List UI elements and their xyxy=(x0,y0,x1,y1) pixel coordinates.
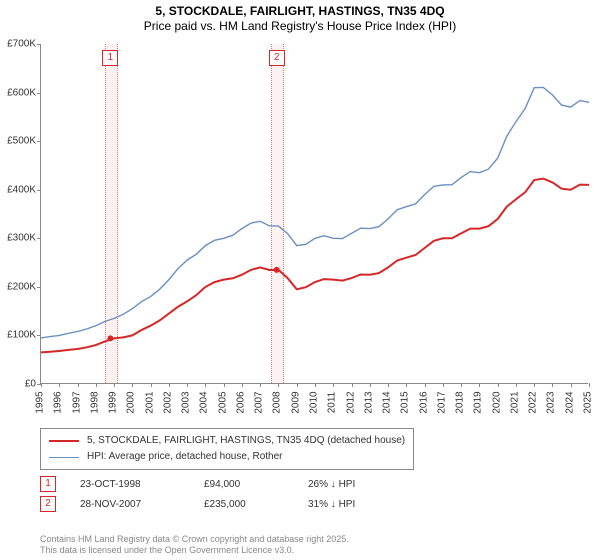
x-axis-label: 2008 xyxy=(272,391,283,413)
x-axis-label: 1998 xyxy=(89,391,100,413)
chart-lines xyxy=(41,44,589,384)
x-axis-label: 2025 xyxy=(583,391,594,413)
x-axis-label: 2020 xyxy=(491,391,502,413)
x-axis-label: 2015 xyxy=(400,391,411,413)
y-axis-label: £0 xyxy=(0,379,36,390)
transaction-marker-icon: 2 xyxy=(269,50,285,66)
legend: 5, STOCKDALE, FAIRLIGHT, HASTINGS, TN35 … xyxy=(40,428,414,470)
transaction-price: £235,000 xyxy=(204,499,284,510)
transactions-table: 1 23-OCT-1998 £94,000 26% ↓ HPI 2 28-NOV… xyxy=(40,476,355,516)
transaction-row: 2 28-NOV-2007 £235,000 31% ↓ HPI xyxy=(40,496,355,512)
y-axis-label: £500K xyxy=(0,136,36,147)
x-axis-label: 2007 xyxy=(254,391,265,413)
x-axis-label: 1995 xyxy=(35,391,46,413)
y-axis-label: £300K xyxy=(0,233,36,244)
x-axis-label: 2006 xyxy=(235,391,246,413)
y-axis-label: £100K xyxy=(0,330,36,341)
x-axis-label: 2023 xyxy=(546,391,557,413)
x-axis-label: 2014 xyxy=(382,391,393,413)
legend-swatch-icon xyxy=(49,440,79,442)
x-axis-label: 2021 xyxy=(509,391,520,413)
x-axis-label: 2017 xyxy=(436,391,447,413)
x-axis-label: 2010 xyxy=(309,391,320,413)
transaction-point-icon xyxy=(107,335,113,341)
transaction-marker-icon: 2 xyxy=(40,496,56,512)
y-axis-label: £400K xyxy=(0,184,36,195)
x-axis-label: 2024 xyxy=(564,391,575,413)
plot-rect: 12 xyxy=(40,44,588,384)
legend-swatch-icon xyxy=(49,457,79,458)
transaction-delta: 26% ↓ HPI xyxy=(308,479,355,490)
transaction-date: 23-OCT-1998 xyxy=(80,479,180,490)
footer-line2: This data is licensed under the Open Gov… xyxy=(40,545,349,556)
transaction-marker-icon: 1 xyxy=(102,50,118,66)
title-line1: 5, STOCKDALE, FAIRLIGHT, HASTINGS, TN35 … xyxy=(0,4,600,19)
chart-container: 5, STOCKDALE, FAIRLIGHT, HASTINGS, TN35 … xyxy=(0,0,600,560)
series-hpi xyxy=(41,87,589,338)
chart-title: 5, STOCKDALE, FAIRLIGHT, HASTINGS, TN35 … xyxy=(0,0,600,34)
x-axis-label: 2004 xyxy=(199,391,210,413)
x-axis-label: 2001 xyxy=(144,391,155,413)
transaction-point-icon xyxy=(274,267,280,273)
x-axis-label: 2013 xyxy=(363,391,374,413)
x-axis-label: 2019 xyxy=(473,391,484,413)
title-line2: Price paid vs. HM Land Registry's House … xyxy=(0,19,600,34)
transaction-delta: 31% ↓ HPI xyxy=(308,499,355,510)
x-axis-label: 2002 xyxy=(162,391,173,413)
footer-line1: Contains HM Land Registry data © Crown c… xyxy=(40,534,349,545)
x-axis-label: 2009 xyxy=(290,391,301,413)
x-axis-label: 2005 xyxy=(217,391,228,413)
series-price_paid xyxy=(41,179,589,353)
y-axis-label: £600K xyxy=(0,87,36,98)
footer: Contains HM Land Registry data © Crown c… xyxy=(40,534,349,556)
legend-row-hpi: HPI: Average price, detached house, Roth… xyxy=(49,449,405,465)
transaction-marker-icon: 1 xyxy=(40,476,56,492)
legend-label: HPI: Average price, detached house, Roth… xyxy=(87,449,283,465)
x-axis-label: 2016 xyxy=(418,391,429,413)
x-axis-label: 2022 xyxy=(528,391,539,413)
legend-label: 5, STOCKDALE, FAIRLIGHT, HASTINGS, TN35 … xyxy=(87,433,405,449)
x-axis-label: 2000 xyxy=(126,391,137,413)
y-axis-label: £200K xyxy=(0,281,36,292)
legend-row-price-paid: 5, STOCKDALE, FAIRLIGHT, HASTINGS, TN35 … xyxy=(49,433,405,449)
x-axis-label: 1996 xyxy=(53,391,64,413)
x-axis-label: 2003 xyxy=(181,391,192,413)
x-axis-label: 2018 xyxy=(455,391,466,413)
transaction-row: 1 23-OCT-1998 £94,000 26% ↓ HPI xyxy=(40,476,355,492)
transaction-date: 28-NOV-2007 xyxy=(80,499,180,510)
x-axis-label: 1999 xyxy=(108,391,119,413)
chart-area: 12 £0£100K£200K£300K£400K£500K£600K£700K… xyxy=(40,44,588,414)
y-axis-label: £700K xyxy=(0,39,36,50)
transaction-price: £94,000 xyxy=(204,479,284,490)
x-axis-label: 1997 xyxy=(71,391,82,413)
x-axis-label: 2012 xyxy=(345,391,356,413)
x-axis-label: 2011 xyxy=(327,392,338,414)
